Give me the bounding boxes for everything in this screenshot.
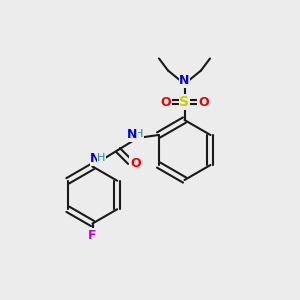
Text: H: H: [97, 153, 106, 164]
Text: N: N: [179, 74, 190, 88]
Text: H: H: [135, 129, 143, 140]
Text: S: S: [179, 95, 190, 109]
Text: F: F: [88, 229, 97, 242]
Text: N: N: [90, 152, 101, 166]
Text: O: O: [130, 157, 141, 170]
Text: O: O: [160, 95, 171, 109]
Text: N: N: [127, 128, 137, 142]
Text: O: O: [198, 95, 209, 109]
